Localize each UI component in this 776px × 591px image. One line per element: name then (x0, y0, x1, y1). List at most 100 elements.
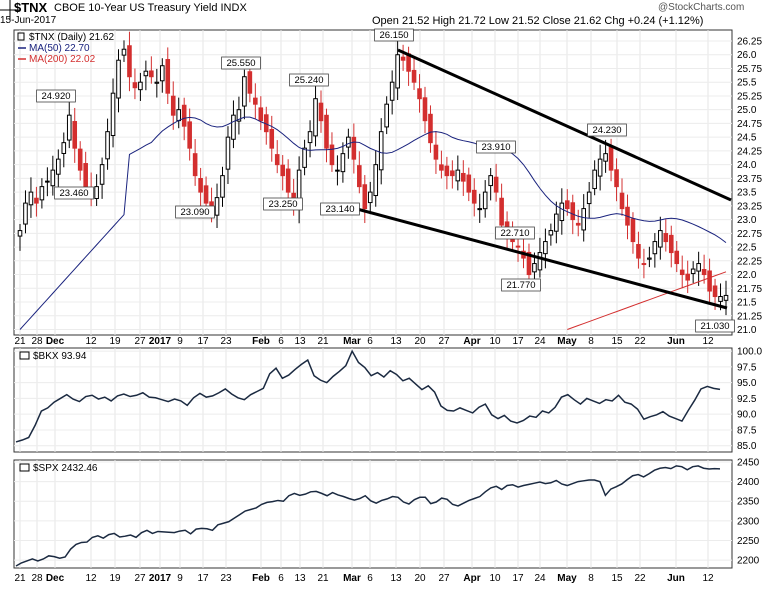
candle-body (154, 81, 160, 84)
candle-body (647, 257, 652, 260)
x-tick-label: 27 (438, 573, 450, 584)
candle-body (187, 121, 192, 149)
candle-body (340, 153, 346, 173)
candle-body (280, 164, 285, 177)
spx-y-tick: 2400 (737, 477, 760, 488)
x-tick-label: 13 (390, 573, 402, 584)
candle-body (608, 146, 614, 171)
annotation-label: 23.460 (59, 188, 88, 199)
annotation-label: 25.550 (226, 58, 255, 69)
annotation-box (320, 202, 360, 216)
candle-body (181, 104, 187, 127)
price-y-tick: 21.25 (737, 311, 762, 322)
chart-date: 15-Jun-2017 (0, 15, 57, 26)
candle-body (56, 158, 61, 175)
x-tick-label: 21 (317, 336, 329, 347)
candle-body (357, 165, 362, 188)
spx-line (15, 465, 721, 567)
candle-body (543, 241, 548, 255)
candle-body (378, 131, 384, 171)
candle-body (450, 170, 455, 177)
candle-body (570, 202, 576, 221)
candle-body (121, 48, 127, 56)
x-tick-label: 21 (317, 573, 329, 584)
x-tick-label: 10 (489, 573, 501, 584)
candle-body (302, 147, 307, 168)
candle-body (707, 270, 712, 292)
candle-body (400, 56, 406, 61)
x-tick-label: 6 (367, 336, 373, 347)
candle-body (723, 294, 729, 301)
annotation-box (495, 226, 535, 240)
annotation-label: 24.920 (41, 91, 70, 102)
x-tick-label: May (557, 573, 577, 584)
candle-body (603, 153, 608, 162)
price-y-tick: 22.75 (737, 229, 762, 240)
price-y-tick: 25.5 (737, 78, 757, 89)
x-tick-label: Apr (463, 573, 480, 584)
bkx-line-series: $BKX 93.94 (14, 349, 732, 447)
x-tick-label: 28 (31, 336, 43, 347)
spx-y-tick: 2300 (737, 516, 760, 527)
x-tick-label: 2017 (149, 336, 172, 347)
x-tick-label: 19 (109, 336, 121, 347)
copyright-notice: @StockCharts.com (658, 2, 745, 13)
candle-body (116, 59, 121, 99)
candle-body (690, 268, 696, 275)
price-y-tick: 21.5 (737, 298, 757, 309)
candle-body (367, 191, 373, 204)
candle-body (247, 71, 253, 94)
annotation-box (289, 73, 329, 87)
ticker-name: CBOE 10-Year US Treasury Yield INDX (54, 2, 247, 14)
candle-body (619, 192, 625, 210)
candle-body (236, 109, 242, 122)
x-tick-label: 15 (611, 336, 623, 347)
ma200-line (567, 271, 727, 330)
ohlc-readout: Open 21.52 High 21.72 Low 21.52 Close 21… (372, 15, 704, 27)
candle-body (696, 263, 701, 272)
candle-body (77, 148, 83, 171)
price-y-tick: 23.75 (737, 174, 762, 185)
x-tick-label: 21 (14, 336, 26, 347)
candle-body (439, 164, 444, 171)
candle-body (23, 202, 28, 225)
annotation-box (695, 319, 735, 333)
candle-body (455, 169, 461, 182)
annotation-label: 21.030 (700, 321, 729, 332)
x-tick-label: 12 (702, 336, 714, 347)
bkx-y-tick: 90.0 (737, 410, 757, 421)
candle-body (225, 136, 231, 170)
x-tick-label: 9 (177, 336, 183, 347)
price-y-tick: 26.25 (737, 36, 762, 47)
x-tick-label: Feb (252, 336, 270, 347)
x-tick-label: Jun (667, 336, 685, 347)
moving-averages (19, 116, 727, 330)
candle-body (461, 172, 466, 182)
spx-line-series: $SPX 2432.46 (14, 461, 732, 567)
x-tick-label: 17 (512, 573, 524, 584)
candle-body (422, 97, 428, 122)
candle-body (362, 184, 368, 210)
x-axis-labels: 21212828DecDec12121919272720172017991717… (14, 336, 714, 584)
candle-body (488, 175, 493, 187)
spx-legend-swatch (19, 463, 30, 472)
candle-body (701, 269, 707, 276)
panel-frame-0 (13, 29, 733, 336)
price-y-tick: 21.75 (737, 284, 762, 295)
spx-y-tick: 2450 (737, 457, 760, 468)
x-tick-label: 17 (512, 336, 524, 347)
candle-body (592, 169, 597, 190)
x-tick-label: 22 (634, 336, 646, 347)
x-tick-label: 17 (197, 573, 209, 584)
candle-body (712, 285, 718, 298)
x-tick-label: 20 (414, 573, 426, 584)
x-tick-label: 19 (109, 573, 121, 584)
x-tick-label: Jun (667, 573, 685, 584)
candle-body (641, 263, 647, 266)
x-tick-label: Feb (252, 573, 270, 584)
x-tick-label: 10 (489, 336, 501, 347)
candle-body (663, 233, 669, 243)
candle-body (389, 81, 395, 101)
